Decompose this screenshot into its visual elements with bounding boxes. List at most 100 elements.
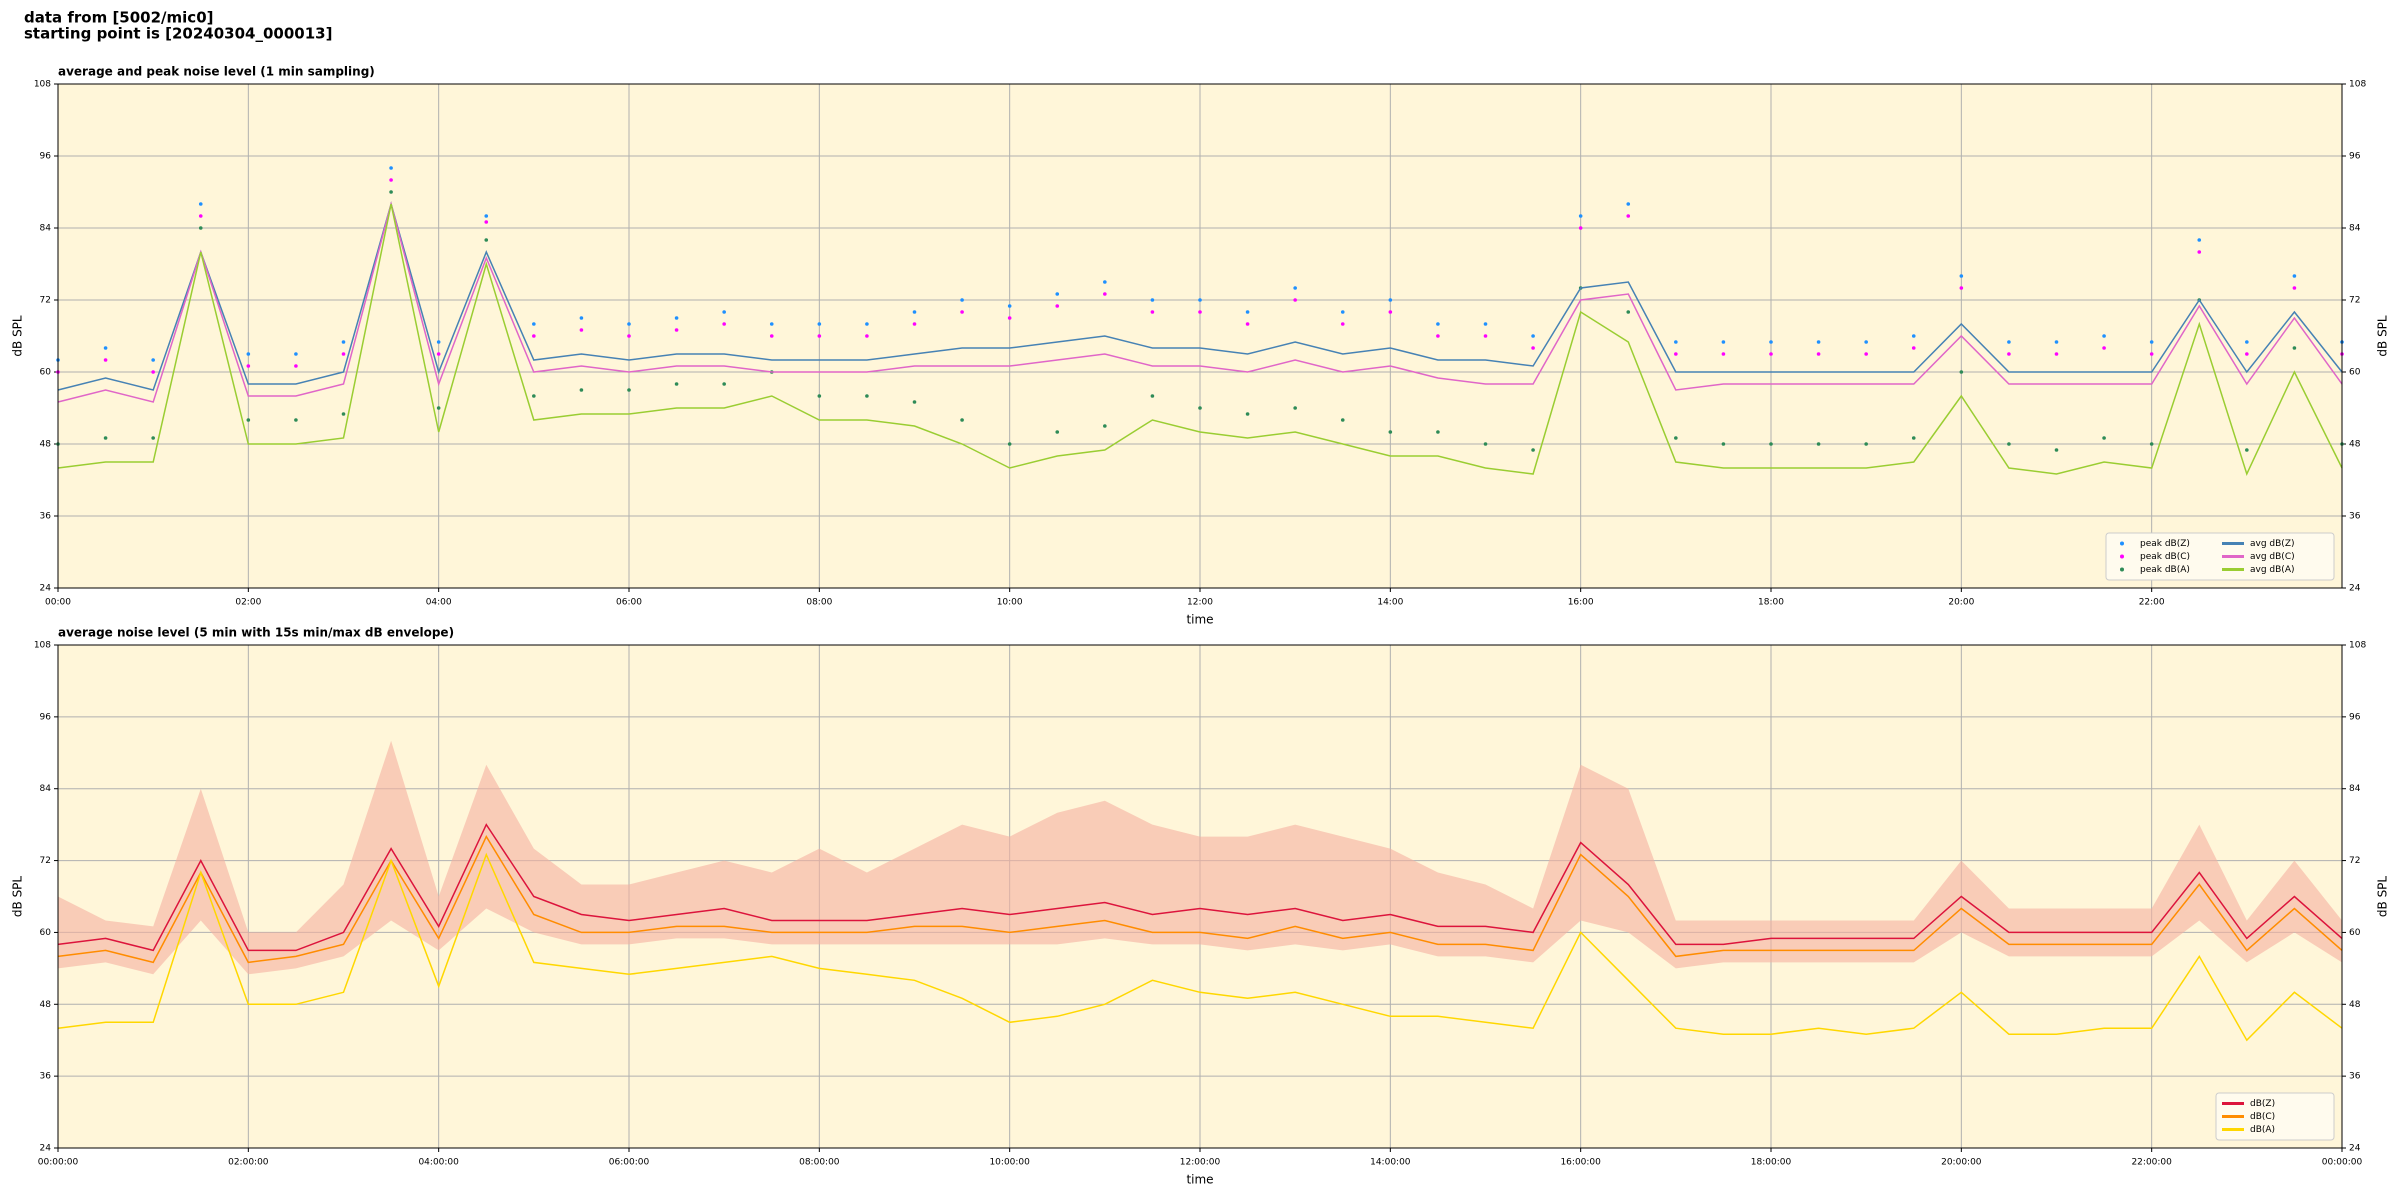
legend-box bbox=[2105, 532, 2335, 581]
peak-point bbox=[1769, 340, 1773, 344]
legend-label: dB(C) bbox=[2250, 1112, 2275, 1122]
peak-point bbox=[2292, 286, 2297, 290]
peak-point bbox=[389, 190, 393, 194]
y-tick-label: 60 bbox=[40, 368, 52, 378]
peak-point bbox=[1388, 310, 1393, 314]
peak-point bbox=[436, 340, 441, 344]
x-tick-label: 06:00:00 bbox=[609, 1158, 650, 1168]
x-tick-label: 02:00:00 bbox=[228, 1158, 269, 1168]
peak-point bbox=[674, 382, 679, 386]
peak-point bbox=[1531, 334, 1535, 338]
x-tick-label: 14:00 bbox=[1377, 598, 1403, 608]
legend-label: avg dB(C) bbox=[2250, 552, 2295, 562]
x-tick-label: 04:00 bbox=[426, 598, 452, 608]
legend-label: peak dB(A) bbox=[2140, 565, 2190, 575]
peak-point bbox=[1483, 334, 1488, 338]
peak-point bbox=[1911, 436, 1916, 440]
peak-point bbox=[769, 322, 774, 326]
x-tick-label: 10:00 bbox=[997, 598, 1023, 608]
chart-title: average noise level (5 min with 15s min/… bbox=[58, 626, 454, 640]
peak-point bbox=[722, 310, 726, 314]
peak-point bbox=[579, 328, 584, 332]
x-axis-label: time bbox=[1186, 1173, 1213, 1187]
y-tick-label: 84 bbox=[40, 224, 52, 234]
y-tick-label: 48 bbox=[2349, 440, 2361, 450]
peak-point bbox=[1769, 442, 1773, 446]
peak-point bbox=[960, 298, 964, 302]
peak-point bbox=[912, 400, 917, 404]
peak-point bbox=[1864, 352, 1868, 356]
peak-point bbox=[1674, 352, 1678, 356]
chart: average and peak noise level (1 min samp… bbox=[11, 65, 2390, 627]
x-tick-label: 06:00 bbox=[616, 598, 642, 608]
peak-point bbox=[579, 316, 584, 320]
x-tick-label: 00:00:00 bbox=[38, 1158, 79, 1168]
y-tick-label: 96 bbox=[2349, 712, 2361, 722]
peak-point bbox=[1198, 406, 1202, 410]
y-tick-label: 108 bbox=[34, 80, 51, 90]
y-tick-label: 72 bbox=[40, 296, 51, 306]
chart: average noise level (5 min with 15s min/… bbox=[11, 626, 2390, 1187]
y-tick-label: 96 bbox=[40, 712, 52, 722]
peak-point bbox=[1245, 412, 1250, 416]
peak-point bbox=[865, 334, 869, 338]
plot-frame bbox=[57, 83, 2343, 589]
x-tick-label: 16:00 bbox=[1568, 598, 1594, 608]
peak-point bbox=[532, 322, 536, 326]
peak-point bbox=[1816, 442, 1821, 446]
legend-box bbox=[2215, 1092, 2335, 1141]
y-tick-label: 24 bbox=[40, 1144, 52, 1154]
y-tick-label: 108 bbox=[2349, 80, 2366, 90]
peak-point bbox=[722, 382, 726, 386]
peak-point bbox=[865, 394, 869, 398]
legend-label: peak dB(C) bbox=[2140, 552, 2190, 562]
peak-point bbox=[912, 322, 917, 326]
y-axis-label: dB SPL bbox=[2376, 876, 2390, 918]
peak-point bbox=[1007, 442, 1012, 446]
peak-point bbox=[1959, 274, 1964, 278]
legend-label: dB(Z) bbox=[2250, 1099, 2275, 1109]
peak-point bbox=[1721, 352, 1726, 356]
peak-point bbox=[1150, 298, 1155, 302]
peak-point bbox=[103, 346, 108, 350]
peak-point bbox=[1531, 448, 1535, 452]
peak-point bbox=[532, 394, 536, 398]
peak-point bbox=[484, 214, 489, 218]
x-tick-label: 12:00:00 bbox=[1180, 1158, 1221, 1168]
peak-point bbox=[436, 406, 441, 410]
peak-point bbox=[1293, 406, 1297, 410]
x-tick-label: 18:00:00 bbox=[1751, 1158, 1792, 1168]
peak-point bbox=[627, 322, 631, 326]
y-axis-label: dB SPL bbox=[11, 315, 25, 357]
peak-point bbox=[341, 340, 346, 344]
peak-point bbox=[1626, 202, 1631, 206]
peak-point bbox=[294, 352, 298, 356]
peak-point bbox=[2102, 436, 2106, 440]
peak-point bbox=[1198, 310, 1202, 314]
y-tick-label: 60 bbox=[2349, 368, 2361, 378]
peak-point bbox=[1198, 298, 1202, 302]
y-tick-label: 96 bbox=[2349, 152, 2361, 162]
peak-point bbox=[1674, 436, 1678, 440]
peak-point bbox=[151, 436, 155, 440]
series-line bbox=[57, 835, 2343, 964]
y-tick-label: 72 bbox=[2349, 856, 2360, 866]
y-tick-label: 96 bbox=[40, 152, 52, 162]
plot-frame bbox=[57, 644, 2343, 1149]
x-tick-label: 16:00:00 bbox=[1560, 1158, 1601, 1168]
peak-point bbox=[2054, 352, 2059, 356]
peak-point bbox=[1388, 298, 1393, 302]
peak-point bbox=[1293, 286, 1297, 290]
peak-point bbox=[2292, 346, 2297, 350]
peak-point bbox=[817, 334, 822, 338]
x-axis-label: time bbox=[1186, 613, 1213, 627]
peak-point bbox=[722, 322, 726, 326]
header-line: data from [5002/mic0] bbox=[24, 9, 214, 27]
x-tick-label: 12:00 bbox=[1187, 598, 1213, 608]
peak-point bbox=[1007, 304, 1012, 308]
peak-point bbox=[246, 364, 251, 368]
peak-point bbox=[484, 220, 489, 224]
peak-point bbox=[2245, 448, 2249, 452]
peak-point bbox=[2149, 352, 2154, 356]
